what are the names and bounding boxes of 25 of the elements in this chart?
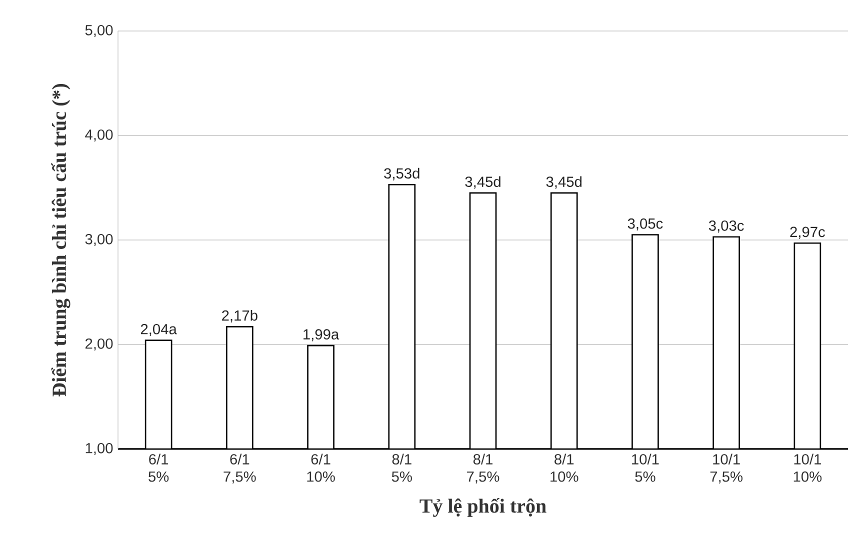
y-tick-label: 2,00	[85, 338, 113, 351]
data-label: 2,17b	[222, 310, 258, 322]
data-label: 3,03c	[708, 220, 744, 233]
x-tick-label: 8/1 7,5%	[467, 454, 500, 484]
y-axis-title: Điểm trung bình chỉ tiêu cấu trúc (*)	[51, 84, 70, 396]
data-label: 1,99a	[304, 329, 340, 342]
y-tick-label: 5,00	[85, 24, 113, 38]
data-label: 3,45d	[546, 176, 582, 189]
data-label: 3,53d	[384, 168, 420, 180]
x-tick-label: 10/1 5%	[632, 454, 659, 482]
x-tick-label: 8/1 10%	[550, 454, 578, 482]
data-label: 2,04a	[140, 324, 177, 336]
y-tick-label: 1,00	[86, 442, 113, 456]
x-tick-label: 6/1 10%	[307, 454, 335, 482]
x-tick-label: 10/1 10%	[794, 454, 822, 482]
data-label: 2,97c	[790, 226, 825, 239]
y-tick-label: 3,00	[85, 234, 113, 246]
y-tick-label: 4,00	[85, 129, 113, 142]
x-tick-label: 6/1 7,5%	[224, 454, 256, 484]
x-tick-label: 10/1 7,5%	[710, 454, 742, 484]
data-label: 3,45d	[465, 176, 500, 189]
data-label: 3,05c	[628, 218, 663, 231]
x-axis-title: Tỷ lệ phối trộn	[420, 498, 546, 517]
x-tick-label: 8/1 5%	[392, 454, 412, 482]
x-tick-label: 6/1 5%	[148, 454, 169, 482]
